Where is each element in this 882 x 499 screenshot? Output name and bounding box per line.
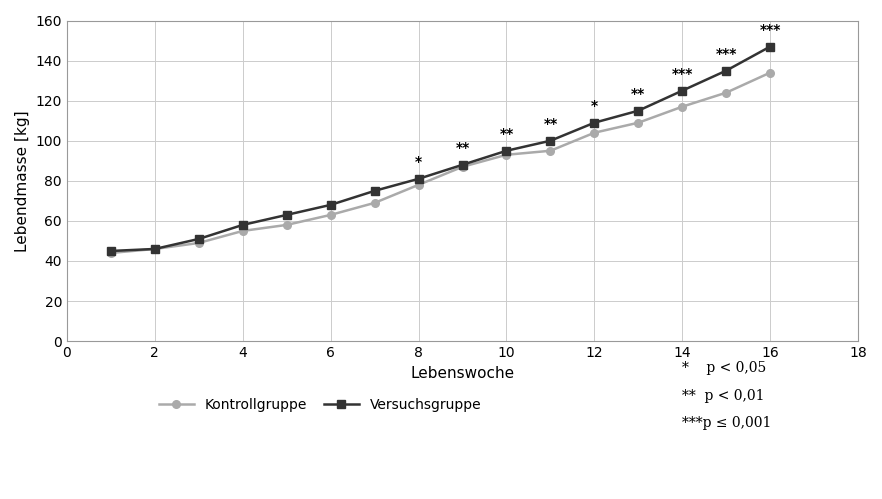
Text: *    p < 0,05: * p < 0,05 xyxy=(683,361,766,375)
Text: **: ** xyxy=(455,141,469,155)
X-axis label: Lebenswoche: Lebenswoche xyxy=(410,366,514,381)
Text: *: * xyxy=(415,155,422,169)
Text: ***: *** xyxy=(715,46,737,60)
Text: ***: *** xyxy=(671,67,693,81)
Text: ***p ≤ 0,001: ***p ≤ 0,001 xyxy=(683,416,772,430)
Text: *: * xyxy=(591,99,598,113)
Text: ***: *** xyxy=(759,22,781,36)
Legend: Kontrollgruppe, Versuchsgruppe: Kontrollgruppe, Versuchsgruppe xyxy=(153,392,487,418)
Text: **  p < 0,01: ** p < 0,01 xyxy=(683,389,765,403)
Text: **: ** xyxy=(499,127,513,141)
Y-axis label: Lebendmasse [kg]: Lebendmasse [kg] xyxy=(15,110,30,251)
Text: **: ** xyxy=(632,87,646,101)
Text: **: ** xyxy=(543,117,557,131)
